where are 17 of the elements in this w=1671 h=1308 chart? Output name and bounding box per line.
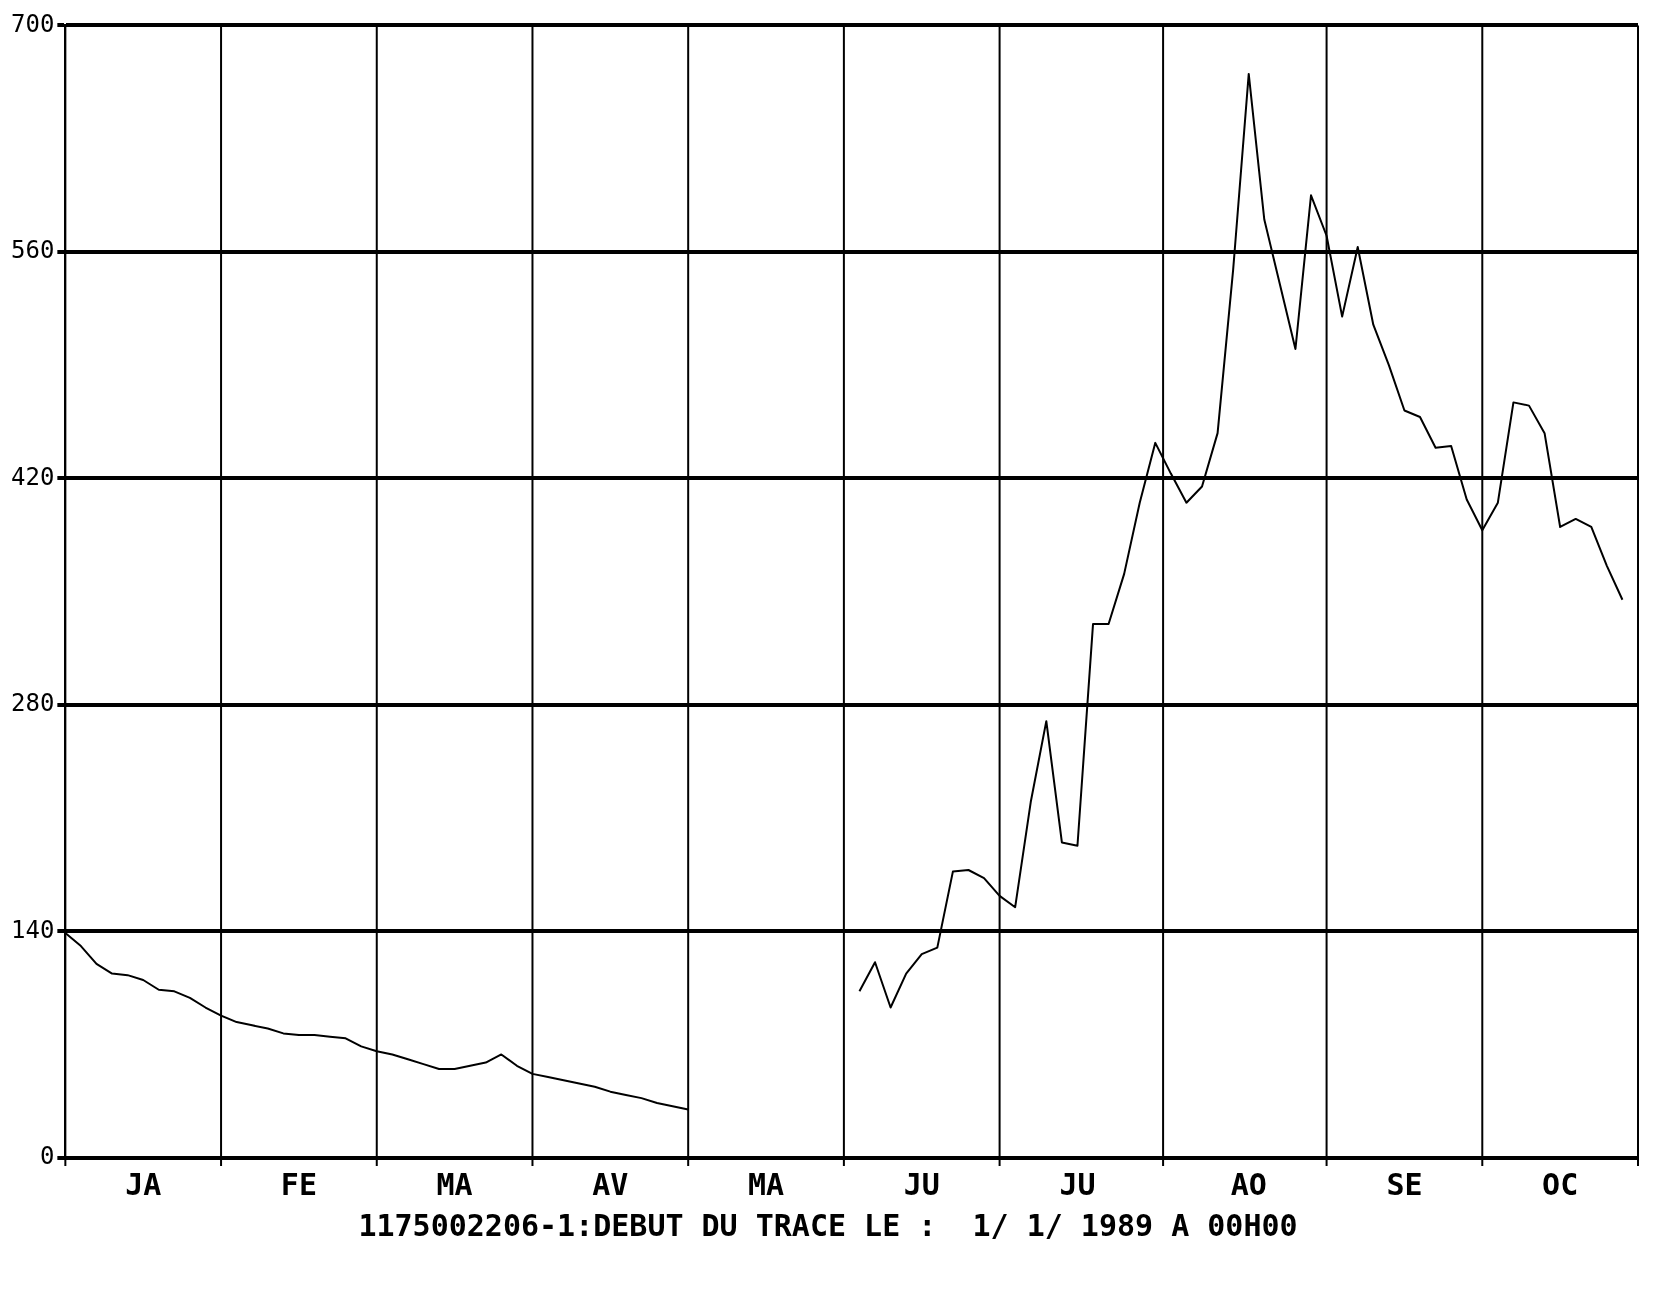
x-tick-label: JU bbox=[1059, 1166, 1096, 1202]
y-tick-label: 140 bbox=[10, 915, 55, 944]
x-tick-label: JA bbox=[125, 1166, 162, 1202]
x-tick-label: OC bbox=[1542, 1166, 1579, 1202]
x-tick-label: SE bbox=[1386, 1166, 1423, 1202]
x-tick-label: AO bbox=[1230, 1166, 1267, 1202]
x-tick-label: MA bbox=[436, 1166, 473, 1202]
y-tick-label: 0 bbox=[39, 1142, 55, 1171]
x-tick-label: JU bbox=[903, 1166, 940, 1202]
text: 1175002206-1:DEBUT DU TRACE LE : 1/ 1/ 1989 A 00H00 bbox=[357, 1208, 1299, 1243]
y-tick-label: 560 bbox=[10, 236, 55, 265]
y-tick-label: 700 bbox=[10, 9, 55, 38]
x-tick-label: FE bbox=[280, 1166, 317, 1202]
y-tick-label: 280 bbox=[10, 689, 55, 718]
x-tick-label: MA bbox=[747, 1166, 785, 1202]
y-tick-label: 420 bbox=[10, 462, 55, 491]
x-tick-label: AV bbox=[592, 1166, 629, 1202]
